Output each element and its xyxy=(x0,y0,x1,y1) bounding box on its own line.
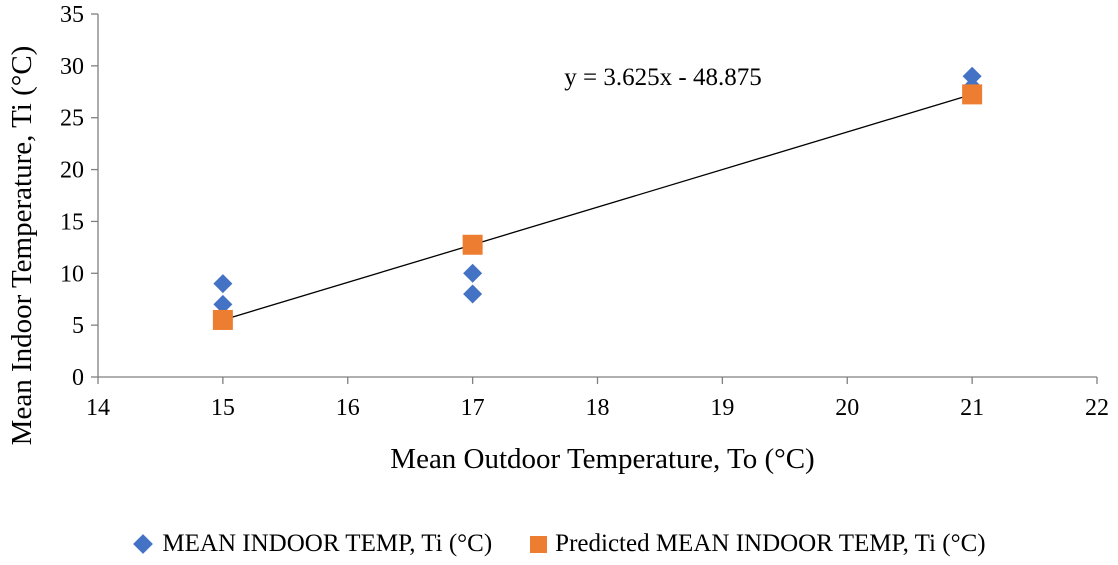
x-tick-label: 17 xyxy=(461,395,485,421)
trendline xyxy=(222,93,973,321)
observed-point xyxy=(213,274,233,294)
x-tick-label: 19 xyxy=(710,395,734,421)
x-tick-label: 15 xyxy=(211,395,235,421)
scatter-chart: 14 15 16 17 18 19 20 21 22 0 5 10 15 20 25 30 35 y = 3.6… xyxy=(6,2,1109,475)
y-tick-label: 25 xyxy=(60,106,84,132)
y-axis-label: Mean Indoor Temperature, Ti (°C) xyxy=(6,46,38,446)
y-tick-label: 15 xyxy=(60,209,84,235)
y-tick-label: 30 xyxy=(60,54,84,80)
legend-label-predicted: Predicted MEAN INDOOR TEMP, Ti (°C) xyxy=(555,530,986,557)
y-tick-label: 10 xyxy=(60,261,84,287)
legend-label-observed: MEAN INDOOR TEMP, Ti (°C) xyxy=(162,530,493,557)
predicted-point xyxy=(962,84,983,105)
x-tick-label: 20 xyxy=(835,395,859,421)
legend-item-observed: MEAN INDOOR TEMP, Ti (°C) xyxy=(132,530,492,558)
y-tick-label: 0 xyxy=(72,365,84,391)
tick-labels: 14 15 16 17 18 19 20 21 22 0 5 10 15 20 25 30 35 xyxy=(60,2,1109,421)
observed-point xyxy=(463,263,483,283)
observed-point xyxy=(962,66,982,86)
legend-item-predicted: Predicted MEAN INDOOR TEMP, Ti (°C) xyxy=(530,530,986,558)
x-tick-label: 22 xyxy=(1085,395,1109,421)
axes xyxy=(91,13,1098,384)
legend: MEAN INDOOR TEMP, Ti (°C) Predicted MEAN… xyxy=(0,524,1118,564)
predicted-point xyxy=(212,309,233,330)
data-points xyxy=(212,66,983,330)
square-marker-icon xyxy=(530,535,548,553)
diamond-marker-icon xyxy=(133,534,154,554)
y-tick-label: 20 xyxy=(60,158,84,184)
x-axis-label: Mean Outdoor Temperature, To (°C) xyxy=(390,443,814,475)
y-tick-label: 35 xyxy=(60,2,84,28)
observed-point xyxy=(463,284,483,304)
x-tick-label: 18 xyxy=(586,395,610,421)
observed-point xyxy=(213,294,233,314)
x-tick-label: 21 xyxy=(960,395,984,421)
x-tick-label: 16 xyxy=(336,395,360,421)
predicted-point xyxy=(462,234,483,255)
x-tick-label: 14 xyxy=(86,395,110,421)
y-tick-label: 5 xyxy=(72,313,84,339)
trendline-equation: y = 3.625x - 48.875 xyxy=(564,64,761,91)
